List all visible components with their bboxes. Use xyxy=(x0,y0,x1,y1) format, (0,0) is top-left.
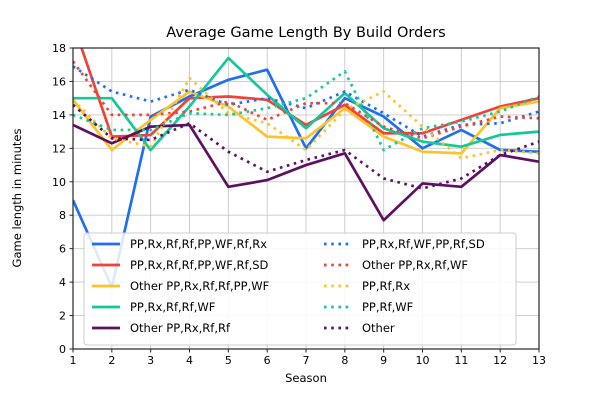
x-tick-label: 1 xyxy=(70,354,77,367)
x-tick-label: 4 xyxy=(186,354,193,367)
x-tick-label: 9 xyxy=(380,354,387,367)
legend-label-0: PP,Rx,Rf,Rf,PP,WF,Rf,Rx xyxy=(130,237,267,251)
chart-title: Average Game Length By Build Orders xyxy=(166,25,445,41)
x-tick-label: 2 xyxy=(108,354,115,367)
y-tick-label: 16 xyxy=(52,75,66,88)
x-tick-label: 13 xyxy=(532,354,546,367)
series-line-3 xyxy=(73,56,539,152)
legend: PP,Rx,Rf,Rf,PP,WF,Rf,Rx PP,Rx,Rf,Rf,PP,WF… xyxy=(83,232,517,346)
series-line-6 xyxy=(73,60,539,140)
y-tick-label: 4 xyxy=(59,276,66,289)
series-line-7 xyxy=(73,76,539,160)
legend-label-4: Other PP,Rx,Rf,Rf xyxy=(130,321,231,335)
y-axis-label: Game length in minutes xyxy=(10,129,24,268)
legend-label-5: PP,Rx,Rf,WF,PP,Rf,SD xyxy=(362,237,485,251)
legend-label-8: PP,Rf,WF xyxy=(362,300,413,314)
legend-label-1: PP,Rx,Rf,Rf,PP,WF,Rf,SD xyxy=(130,258,269,272)
x-tick-label: 6 xyxy=(264,354,271,367)
y-tick-label: 10 xyxy=(52,176,66,189)
y-tick-label: 14 xyxy=(52,109,66,122)
legend-label-2: Other PP,Rx,Rf,Rf,PP,WF xyxy=(130,279,269,293)
legend-label-3: PP,Rx,Rf,Rf,WF xyxy=(130,300,215,314)
x-tick-label: 11 xyxy=(454,354,468,367)
legend-box xyxy=(83,232,517,346)
legend-label-9: Other xyxy=(362,321,395,335)
series-line-8 xyxy=(73,70,539,152)
legend-label-7: PP,Rf,Rx xyxy=(362,279,410,293)
series-line-9 xyxy=(73,103,539,190)
data-series xyxy=(73,48,539,289)
y-tick-label: 8 xyxy=(59,209,66,222)
series-line-2 xyxy=(73,90,539,155)
x-tick-label: 8 xyxy=(341,354,348,367)
legend-label-6: Other PP,Rx,Rf,WF xyxy=(362,258,468,272)
y-tick-label: 2 xyxy=(59,310,66,323)
y-tick-label: 0 xyxy=(59,343,66,356)
series-line-1 xyxy=(80,48,539,138)
y-tick-label: 6 xyxy=(59,243,66,256)
x-tick-label: 3 xyxy=(147,354,154,367)
series-line-4 xyxy=(73,123,539,222)
y-tick-label: 18 xyxy=(52,42,66,55)
x-tick-label: 5 xyxy=(225,354,232,367)
series-line-0 xyxy=(73,68,539,289)
x-tick-label: 7 xyxy=(303,354,310,367)
x-tick-label: 10 xyxy=(416,354,430,367)
x-tick-label: 12 xyxy=(493,354,507,367)
x-axis-label: Season xyxy=(285,371,327,385)
y-tick-label: 12 xyxy=(52,142,66,155)
